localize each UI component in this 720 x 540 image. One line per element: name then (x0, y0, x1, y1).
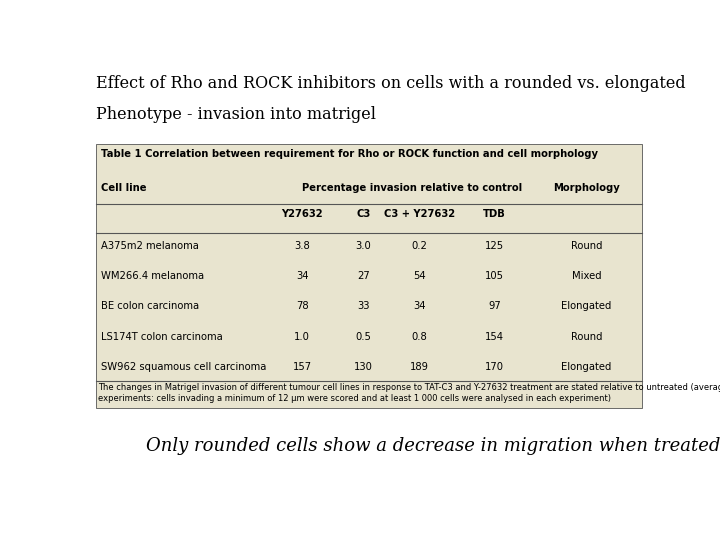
Text: 154: 154 (485, 332, 504, 342)
Text: TDB: TDB (483, 209, 506, 219)
Text: 0.2: 0.2 (411, 241, 427, 251)
Text: 78: 78 (296, 301, 308, 312)
Text: 54: 54 (413, 271, 426, 281)
Text: Y27632: Y27632 (282, 209, 323, 219)
Text: 3.8: 3.8 (294, 241, 310, 251)
Text: A375m2 melanoma: A375m2 melanoma (101, 241, 199, 251)
Text: Elongated: Elongated (562, 362, 612, 372)
Text: C3 + Y27632: C3 + Y27632 (384, 209, 455, 219)
Text: 0.5: 0.5 (356, 332, 372, 342)
Text: C3: C3 (356, 209, 371, 219)
Text: Elongated: Elongated (562, 301, 612, 312)
Text: 1.0: 1.0 (294, 332, 310, 342)
Text: Phenotype - invasion into matrigel: Phenotype - invasion into matrigel (96, 106, 376, 123)
Text: Round: Round (571, 332, 603, 342)
Text: Only rounded cells show a decrease in migration when treated.: Only rounded cells show a decrease in mi… (145, 437, 720, 455)
Text: BE colon carcinoma: BE colon carcinoma (101, 301, 199, 312)
Text: Cell line: Cell line (101, 183, 147, 193)
Text: Round: Round (571, 241, 603, 251)
Text: 105: 105 (485, 271, 504, 281)
Text: 0.8: 0.8 (411, 332, 427, 342)
Text: experiments: cells invading a minimum of 12 μm were scored and at least 1 000 ce: experiments: cells invading a minimum of… (99, 394, 611, 403)
Text: 3.0: 3.0 (356, 241, 372, 251)
Text: 27: 27 (357, 271, 370, 281)
Text: 34: 34 (413, 301, 426, 312)
Text: 130: 130 (354, 362, 373, 372)
Text: 170: 170 (485, 362, 504, 372)
Text: Table 1 Correlation between requirement for Rho or ROCK function and cell morpho: Table 1 Correlation between requirement … (101, 149, 598, 159)
Text: The changes in Matrigel invasion of different tumour cell lines in response to T: The changes in Matrigel invasion of diff… (99, 383, 720, 392)
Text: 34: 34 (296, 271, 308, 281)
Text: Morphology: Morphology (553, 183, 620, 193)
Text: 157: 157 (292, 362, 312, 372)
Text: 189: 189 (410, 362, 428, 372)
Text: LS174T colon carcinoma: LS174T colon carcinoma (101, 332, 223, 342)
Text: Mixed: Mixed (572, 271, 601, 281)
Text: 97: 97 (488, 301, 501, 312)
Text: 33: 33 (357, 301, 369, 312)
Text: Percentage invasion relative to control: Percentage invasion relative to control (302, 183, 522, 193)
Text: WM266.4 melanoma: WM266.4 melanoma (101, 271, 204, 281)
Text: 125: 125 (485, 241, 504, 251)
FancyBboxPatch shape (96, 144, 642, 408)
Text: SW962 squamous cell carcinoma: SW962 squamous cell carcinoma (101, 362, 266, 372)
Text: Effect of Rho and ROCK inhibitors on cells with a rounded vs. elongated: Effect of Rho and ROCK inhibitors on cel… (96, 75, 685, 92)
